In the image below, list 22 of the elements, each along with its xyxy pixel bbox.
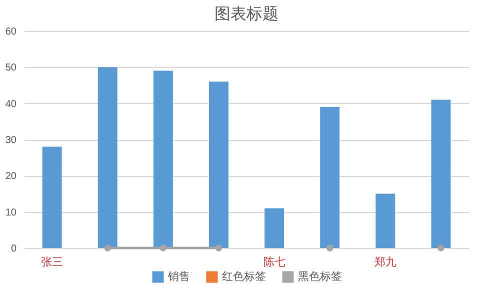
x-tick-label: 陈七 [263, 256, 286, 268]
y-tick-label: 60 [5, 26, 17, 38]
y-tick-label: 10 [5, 207, 17, 218]
legend-label: 黑色标签 [298, 271, 342, 283]
x-tick-label: 张三 [41, 256, 64, 268]
y-tick-label: 50 [5, 62, 17, 74]
y-tick-label: 0 [10, 244, 17, 254]
y-tick-label: 40 [5, 98, 17, 110]
bar [264, 208, 284, 248]
legend-label: 销售 [167, 271, 190, 283]
bar [209, 82, 228, 248]
legend-label: 红色标签 [222, 271, 266, 283]
y-tick-label: 30 [5, 135, 17, 146]
bar [376, 194, 396, 248]
bar [153, 70, 173, 248]
x-tick-label: 郑九 [374, 256, 396, 268]
bar [431, 100, 451, 248]
y-tick-label: 20 [5, 171, 17, 182]
bar [320, 106, 340, 248]
chart-title: 图表标题 [214, 5, 278, 23]
bar [42, 146, 62, 248]
bar [98, 67, 118, 248]
